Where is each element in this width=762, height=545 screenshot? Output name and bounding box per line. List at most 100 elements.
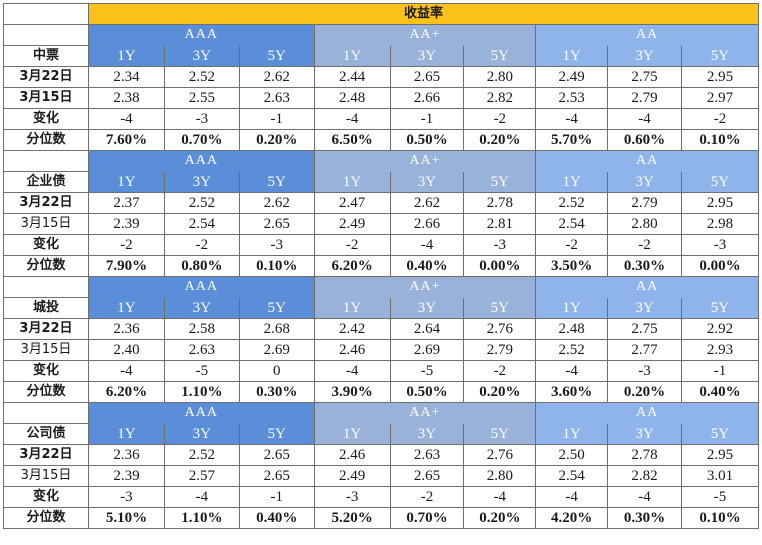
table-cell: 2.65 bbox=[389, 66, 465, 88]
table-row: 分位数 5.10% 1.10% 0.40% 5.20% 0.70% 0.20% 4.20% 0.… bbox=[3, 507, 760, 529]
table-cell: 2.47 bbox=[313, 192, 391, 214]
table-cell: 0.30% bbox=[607, 507, 682, 529]
tenor-header: 3Y bbox=[607, 45, 682, 67]
table-cell: 2.38 bbox=[88, 87, 165, 109]
table-cell: -2 bbox=[463, 108, 537, 130]
table-cell: -1 bbox=[680, 360, 760, 382]
tenor-header: 1Y bbox=[88, 171, 165, 193]
table-cell: 0.20% bbox=[238, 129, 315, 151]
tenor-header: 3Y bbox=[163, 171, 240, 193]
table-cell: 2.82 bbox=[607, 465, 682, 487]
yield-table: 收益率 AAA AA+ AA 中票 1Y 3Y 5Y 1Y 3Y 5Y 1Y 3Y 5Y 3月22日 2.3… bbox=[3, 3, 760, 529]
table-cell: -4 bbox=[163, 486, 240, 508]
table-cell: -4 bbox=[535, 108, 609, 130]
table-row: 分位数 6.20% 1.10% 0.30% 3.90% 0.50% 0.20% 3.60% 0.… bbox=[3, 381, 760, 403]
tenor-header: 1Y bbox=[313, 423, 391, 445]
table-cell: -2 bbox=[313, 234, 391, 256]
section-name: 城投 bbox=[3, 297, 89, 319]
tenor-header-row: 中票 1Y 3Y 5Y 1Y 3Y 5Y 1Y 3Y 5Y bbox=[3, 45, 760, 67]
table-cell: 2.79 bbox=[607, 87, 682, 109]
section-label-spacer bbox=[3, 402, 89, 424]
tenor-header: 1Y bbox=[535, 423, 609, 445]
table-cell: 2.63 bbox=[238, 87, 315, 109]
table-cell: 5.10% bbox=[88, 507, 165, 529]
table-row: 变化 -4 -5 0 -4 -5 -2 -4 -3 -1 bbox=[3, 360, 760, 382]
table-cell: -3 bbox=[607, 360, 682, 382]
row-label: 分位数 bbox=[3, 381, 89, 403]
table-cell: 0.40% bbox=[680, 381, 760, 403]
table-cell: 2.52 bbox=[163, 192, 240, 214]
table-cell: 2.98 bbox=[680, 213, 760, 235]
yield-table-body: 收益率 AAA AA+ AA 中票 1Y 3Y 5Y 1Y 3Y 5Y 1Y 3Y 5Y 3月22日 2.3… bbox=[3, 3, 760, 529]
table-row: 变化 -2 -2 -3 -2 -4 -3 -2 -2 -3 bbox=[3, 234, 760, 256]
table-cell: -5 bbox=[680, 486, 760, 508]
table-row: 3月22日 2.36 2.58 2.68 2.42 2.64 2.76 2.48 2.75 2.9… bbox=[3, 318, 760, 340]
table-cell: 2.65 bbox=[238, 444, 315, 466]
table-cell: 0.70% bbox=[389, 507, 465, 529]
table-cell: -4 bbox=[607, 486, 682, 508]
table-cell: -2 bbox=[88, 234, 165, 256]
tenor-header-row: 城投 1Y 3Y 5Y 1Y 3Y 5Y 1Y 3Y 5Y bbox=[3, 297, 760, 319]
table-cell: 6.20% bbox=[88, 381, 165, 403]
table-cell: 2.49 bbox=[535, 66, 609, 88]
table-cell: 2.36 bbox=[88, 444, 165, 466]
table-cell: 3.90% bbox=[313, 381, 391, 403]
table-cell: -3 bbox=[163, 108, 240, 130]
rating-group-header: AA+ bbox=[313, 150, 537, 172]
table-cell: 0.20% bbox=[607, 381, 682, 403]
table-cell: -4 bbox=[607, 108, 682, 130]
tenor-header: 1Y bbox=[88, 45, 165, 67]
tenor-header: 5Y bbox=[680, 297, 760, 319]
table-cell: 2.66 bbox=[389, 87, 465, 109]
table-cell: 2.42 bbox=[313, 318, 391, 340]
row-label: 分位数 bbox=[3, 255, 89, 277]
tenor-header: 3Y bbox=[607, 297, 682, 319]
table-cell: 2.57 bbox=[163, 465, 240, 487]
table-cell: -2 bbox=[535, 234, 609, 256]
table-cell: -4 bbox=[535, 486, 609, 508]
group-header-row: AAA AA+ AA bbox=[3, 276, 759, 298]
table-cell: 2.79 bbox=[607, 192, 682, 214]
rating-group-header: AA bbox=[535, 402, 759, 424]
table-cell: 2.40 bbox=[88, 339, 165, 361]
row-label: 3月22日 bbox=[3, 444, 89, 466]
table-cell: 2.58 bbox=[163, 318, 240, 340]
tenor-header: 3Y bbox=[163, 423, 240, 445]
row-label: 3月15日 bbox=[3, 465, 89, 487]
table-cell: -3 bbox=[238, 234, 315, 256]
table-cell: 2.80 bbox=[463, 465, 537, 487]
table-row: 3月22日 2.34 2.52 2.62 2.44 2.65 2.80 2.49 2.75 2.9… bbox=[3, 66, 760, 88]
table-cell: 2.77 bbox=[607, 339, 682, 361]
table-cell: 0.00% bbox=[680, 255, 760, 277]
table-cell: -2 bbox=[389, 486, 465, 508]
tenor-header: 3Y bbox=[389, 297, 465, 319]
table-cell: -5 bbox=[163, 360, 240, 382]
table-cell: 2.52 bbox=[163, 444, 240, 466]
table-cell: 2.36 bbox=[88, 318, 165, 340]
table-cell: 4.20% bbox=[535, 507, 609, 529]
table-cell: 2.69 bbox=[389, 339, 465, 361]
table-row: 3月15日 2.39 2.57 2.65 2.49 2.65 2.80 2.54 2.82 3.0… bbox=[3, 465, 760, 487]
section-name: 公司债 bbox=[3, 423, 89, 445]
row-label: 3月22日 bbox=[3, 318, 89, 340]
table-cell: -4 bbox=[313, 108, 391, 130]
table-cell: 2.95 bbox=[680, 66, 760, 88]
table-cell: 2.37 bbox=[88, 192, 165, 214]
table-title: 收益率 bbox=[88, 3, 759, 25]
row-label: 分位数 bbox=[3, 129, 89, 151]
tenor-header: 5Y bbox=[463, 297, 537, 319]
table-cell: -4 bbox=[389, 234, 465, 256]
table-cell: 1.10% bbox=[163, 381, 240, 403]
table-cell: 0.40% bbox=[389, 255, 465, 277]
group-header-row: AAA AA+ AA bbox=[3, 402, 759, 424]
table-cell: 2.80 bbox=[463, 66, 537, 88]
table-cell: 2.52 bbox=[535, 339, 609, 361]
table-cell: 0 bbox=[238, 360, 315, 382]
row-label: 3月15日 bbox=[3, 339, 89, 361]
section-label-spacer bbox=[3, 150, 89, 172]
tenor-header: 1Y bbox=[88, 297, 165, 319]
rating-group-header: AAA bbox=[88, 276, 315, 298]
table-cell: 2.64 bbox=[389, 318, 465, 340]
table-cell: 0.50% bbox=[389, 129, 465, 151]
table-cell: 2.78 bbox=[463, 192, 537, 214]
